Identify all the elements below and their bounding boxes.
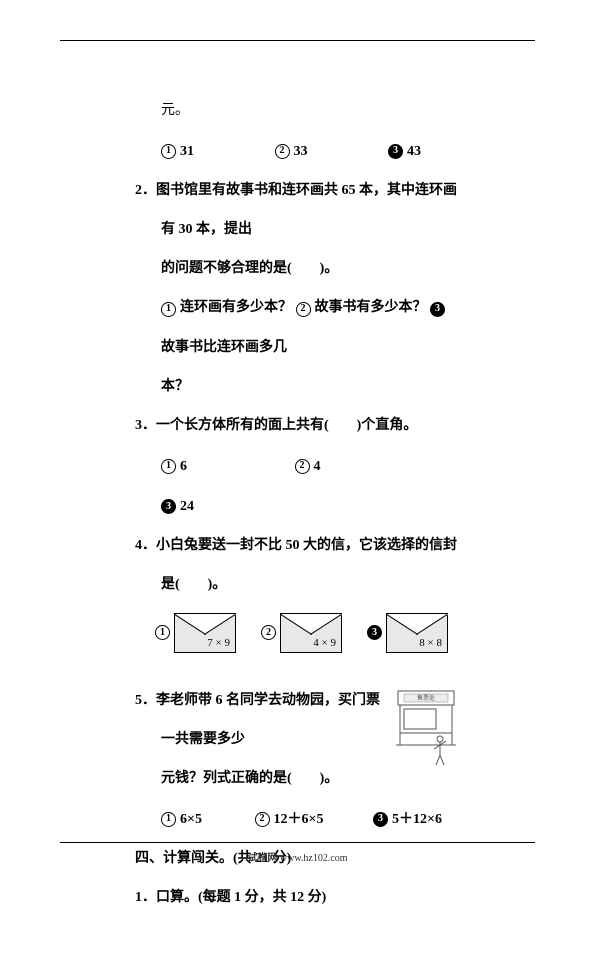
q3-opt1-text: 6 [180, 447, 187, 486]
q2-sub2: 故事书有多少本？ [315, 300, 427, 315]
q1-opt2-text: 33 [294, 132, 308, 171]
q1-tail: 元。 [135, 91, 460, 130]
q1-opt1-text: 31 [180, 132, 194, 171]
circled-1-icon: 1 [155, 625, 170, 640]
q4-envelopes: 1 7 × 9 2 4 × 9 3 8 × 8 [155, 613, 460, 653]
q4-stem: 4．小白兔要送一封不比 50 大的信，它该选择的信封是( )。 [135, 526, 460, 604]
circled-2-icon: 2 [275, 144, 290, 159]
q5-opt2-text: 12＋6×5 [274, 800, 324, 839]
q4-env3-group: 3 8 × 8 [367, 613, 448, 653]
q5-stem-line2: 元钱？列式正确的是( )。 [135, 759, 384, 798]
envelope-icon: 8 × 8 [386, 613, 448, 653]
q5-row: 5．李老师带 6 名同学去动物园，买门票一共需要多少 元钱？列式正确的是( )。… [135, 681, 460, 799]
q2-stem-line1: 2．图书馆里有故事书和连环画共 65 本，其中连环画有 30 本，提出 [135, 171, 460, 249]
page-footer: 试卷网 www.hz102.com [0, 842, 595, 864]
circled-2-icon: 2 [295, 459, 310, 474]
circled-3-icon: 3 [161, 499, 176, 514]
q4-env2-group: 2 4 × 9 [261, 613, 342, 653]
q5-opt3-text: 5＋12×6 [392, 800, 442, 839]
envelope-icon: 7 × 9 [174, 613, 236, 653]
circled-2-icon: 2 [255, 812, 270, 827]
q3-opt2-text: 4 [314, 447, 321, 486]
circled-2-icon: 2 [296, 302, 311, 317]
q2-suboptions-line2: 本？ [135, 367, 460, 406]
circled-1-icon: 1 [161, 144, 176, 159]
q5-stem-l1: 李老师带 6 名同学去动物园，买门票一共需要多少 [156, 693, 380, 747]
q5-opt1-text: 6×5 [180, 800, 202, 839]
q1-opt3-text: 43 [407, 132, 421, 171]
q3-stem-text: 一个长方体所有的面上共有( )个直角。 [156, 418, 417, 433]
s4-q1-number: 1． [135, 890, 156, 905]
booth-sign-text: 售票处 [417, 694, 435, 702]
q2-stem-line2: 的问题不够合理的是( )。 [135, 249, 460, 288]
q5-stem-line1: 5．李老师带 6 名同学去动物园，买门票一共需要多少 [135, 681, 384, 759]
ticket-booth-icon: 售票处 [392, 685, 460, 770]
q1-options: 1 31 2 33 3 43 [135, 130, 460, 171]
q5-options: 1 6×5 2 12＋6×5 3 5＋12×6 [135, 798, 460, 839]
circled-3-icon: 3 [367, 625, 382, 640]
circled-2-icon: 2 [261, 625, 276, 640]
q2-number: 2． [135, 183, 156, 198]
footer-site-label: 试卷网 [247, 853, 277, 864]
circled-3-icon: 3 [430, 302, 445, 317]
q3-stem: 3．一个长方体所有的面上共有( )个直角。 [135, 406, 460, 445]
q4-env1-group: 1 7 × 9 [155, 613, 236, 653]
q4-env1-expr: 7 × 9 [207, 637, 230, 649]
q2-sub1: 连环画有多少本？ [180, 300, 292, 315]
s4-q1: 1．口算。(每题 1 分，共 12 分) [135, 878, 460, 917]
q2-suboptions-line1: 1 连环画有多少本？ 2 故事书有多少本？ 3 故事书比连环画多几 [135, 288, 460, 366]
q3-options: 16 24 3 24 [135, 445, 460, 526]
q3-opt3-text: 24 [180, 487, 194, 526]
q4-env3-expr: 8 × 8 [419, 637, 442, 649]
q4-number: 4． [135, 538, 156, 553]
circled-1-icon: 1 [161, 812, 176, 827]
q4-stem-text: 小白兔要送一封不比 50 大的信，它该选择的信封是( )。 [156, 538, 457, 592]
envelope-icon: 4 × 9 [280, 613, 342, 653]
footer-rule [60, 842, 535, 843]
s4-q1-text: 口算。(每题 1 分，共 12 分) [156, 890, 326, 905]
circled-1-icon: 1 [161, 459, 176, 474]
circled-3-icon: 3 [388, 144, 403, 159]
q2-stem-l1: 图书馆里有故事书和连环画共 65 本，其中连环画有 30 本，提出 [156, 183, 457, 237]
q5-number: 5． [135, 693, 156, 708]
q3-number: 3． [135, 418, 156, 433]
q4-env2-expr: 4 × 9 [313, 637, 336, 649]
circled-3-icon: 3 [373, 812, 388, 827]
q2-sub3: 故事书比连环画多几 [161, 340, 287, 355]
circled-1-icon: 1 [161, 302, 176, 317]
footer-site-url: www.hz102.com [280, 853, 348, 864]
